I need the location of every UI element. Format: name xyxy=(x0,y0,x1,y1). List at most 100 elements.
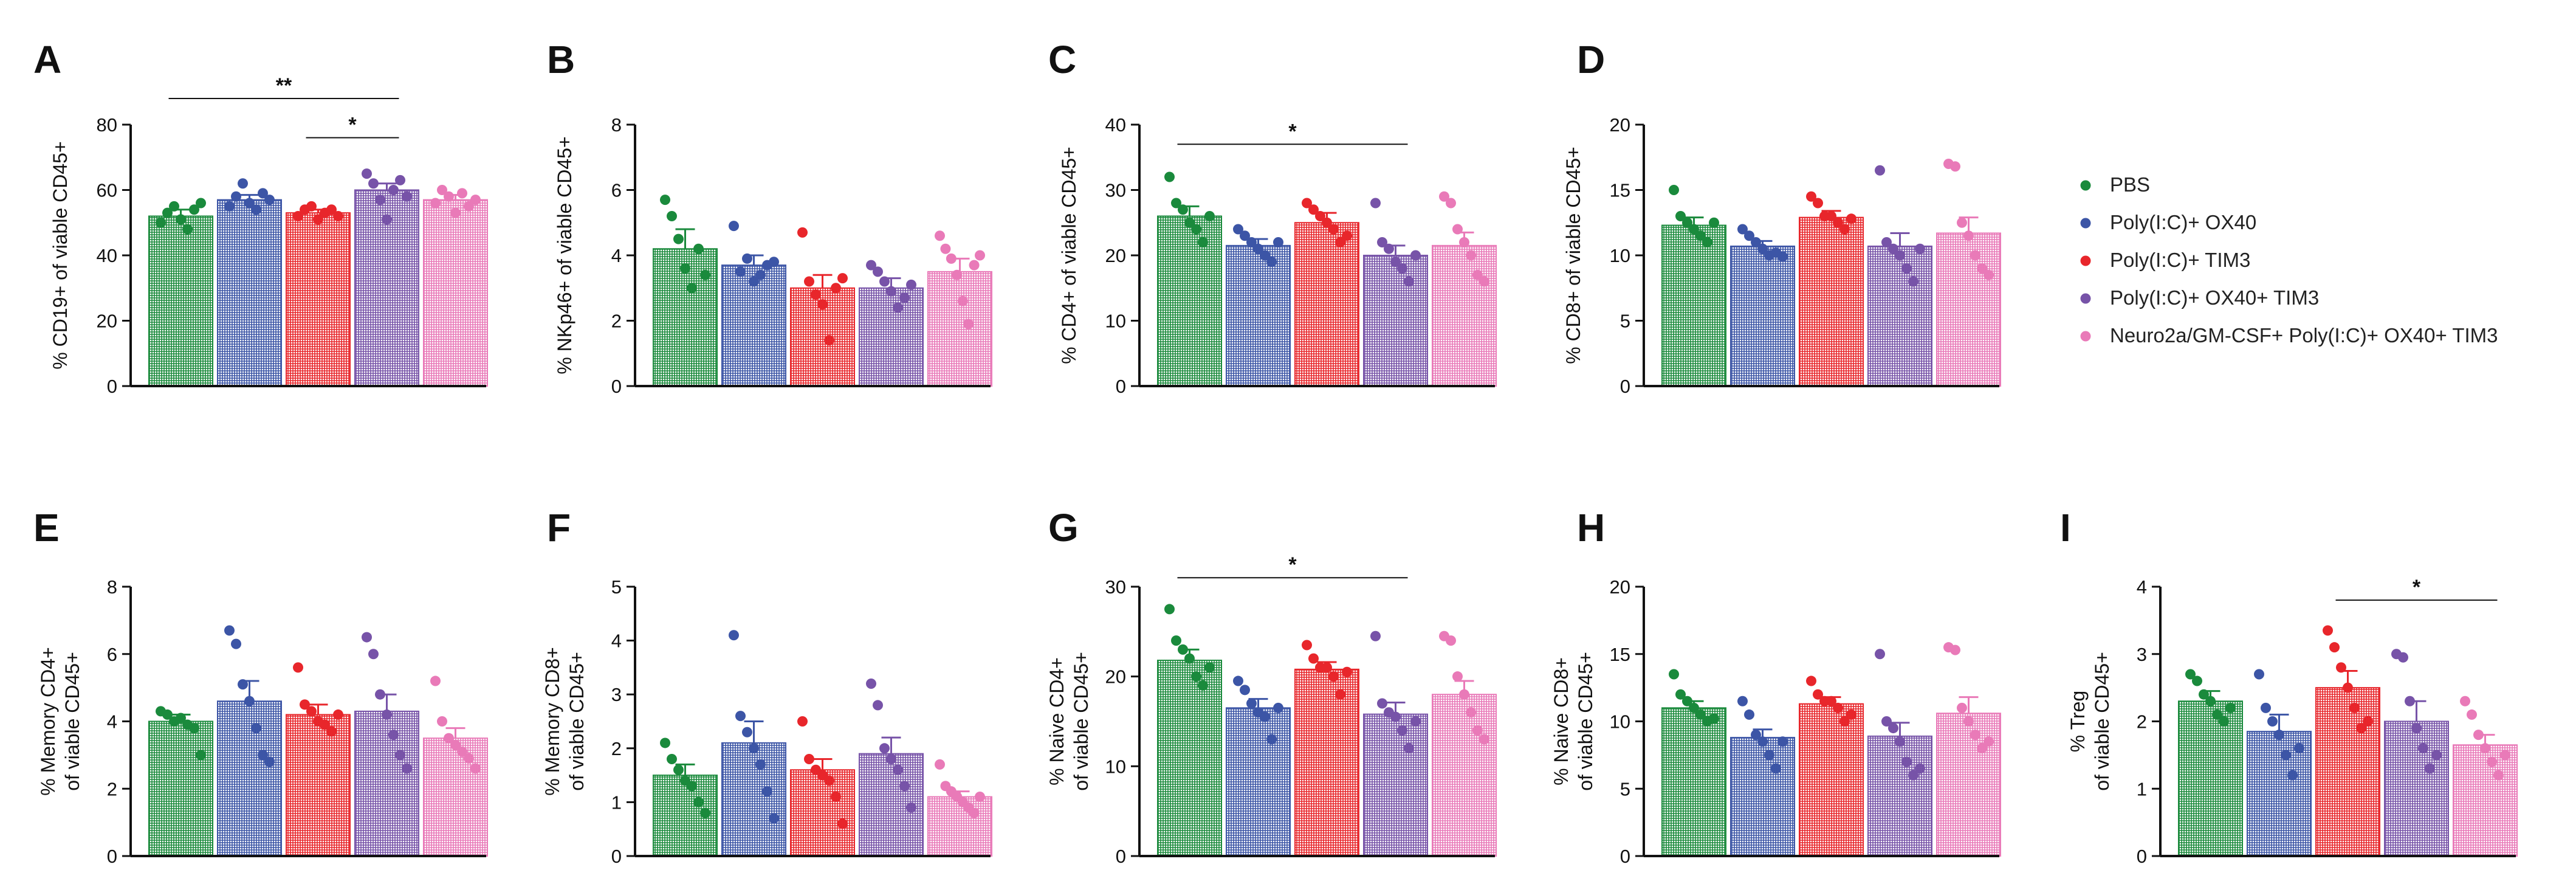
data-point xyxy=(1266,257,1277,268)
data-point xyxy=(2281,750,2291,761)
data-point xyxy=(2219,716,2229,727)
data-point xyxy=(673,764,684,775)
bar xyxy=(1661,707,1726,857)
data-point xyxy=(2287,770,2298,781)
data-point xyxy=(1198,237,1208,247)
y-tick-label: 2 xyxy=(611,738,622,759)
bar xyxy=(286,714,351,857)
bar xyxy=(354,710,419,857)
panel-I: I % Treg of viable CD45+ 0 1 2 3 4 * xyxy=(2060,506,2518,867)
data-point xyxy=(1328,224,1339,235)
panel-F: F % Memory CD8+ of viable CD45+ 0 1 2 3 4 5 xyxy=(541,506,992,867)
bar xyxy=(1294,668,1359,857)
data-point xyxy=(251,723,261,734)
data-point xyxy=(1669,669,1679,680)
data-point xyxy=(742,727,752,737)
data-point xyxy=(1771,763,1781,774)
data-point xyxy=(1888,723,1898,734)
data-point xyxy=(969,807,980,818)
data-point xyxy=(1833,702,1843,713)
y-tick-label: 0 xyxy=(2137,846,2147,867)
data-point xyxy=(293,211,303,221)
data-point xyxy=(1764,750,1774,761)
data-point xyxy=(1751,237,1761,247)
panel-letter: H xyxy=(1577,506,1605,550)
data-point xyxy=(893,764,903,775)
panel-B: B % NKp46+ of viable CD45+ 0 2 4 6 8 xyxy=(547,38,992,397)
legend-marker xyxy=(2080,180,2091,191)
data-point xyxy=(196,198,206,209)
data-point xyxy=(1171,198,1181,209)
data-point xyxy=(1895,250,1905,261)
y-tick-label: 0 xyxy=(1620,846,1630,867)
data-point xyxy=(2398,652,2408,663)
data-point xyxy=(430,198,441,209)
legend: PBS Poly(I:C)+ OX40 Poly(I:C)+ TIM3 Poly(I:… xyxy=(2080,173,2498,347)
panel-letter: A xyxy=(33,38,61,81)
data-point xyxy=(906,802,916,813)
y-tick-label: 20 xyxy=(1610,576,1630,598)
y-tick-label: 5 xyxy=(1620,311,1630,332)
data-point xyxy=(2363,716,2373,727)
data-point xyxy=(755,269,766,280)
data-point xyxy=(1875,165,1885,176)
legend-label: Poly(I:C)+ OX40 xyxy=(2110,211,2256,233)
data-point xyxy=(1806,191,1816,202)
data-point xyxy=(1833,217,1843,228)
legend-marker xyxy=(2080,218,2091,229)
panel-letter: D xyxy=(1577,38,1605,81)
data-point xyxy=(1466,250,1476,261)
y-axis-label: of viable CD45+ xyxy=(566,652,588,791)
data-point xyxy=(1335,689,1345,700)
data-point xyxy=(952,269,963,280)
data-point xyxy=(224,201,235,212)
data-point xyxy=(2323,625,2333,636)
data-point xyxy=(1957,702,1967,713)
y-tick-label: 4 xyxy=(611,630,622,652)
data-point xyxy=(189,204,199,215)
data-point xyxy=(375,195,385,205)
data-point xyxy=(1744,230,1754,241)
data-point xyxy=(1439,191,1449,202)
data-point xyxy=(430,675,441,686)
y-tick-label: 2 xyxy=(611,311,622,332)
data-point xyxy=(2294,743,2304,754)
data-point xyxy=(189,723,199,734)
data-point xyxy=(176,214,186,225)
data-point xyxy=(1370,198,1381,209)
data-point xyxy=(700,269,710,280)
data-point xyxy=(1977,263,1987,274)
data-point xyxy=(326,204,337,215)
data-point xyxy=(687,781,697,792)
data-point xyxy=(1737,696,1748,706)
data-point xyxy=(2425,763,2435,774)
data-point xyxy=(769,257,779,268)
data-point xyxy=(437,185,447,195)
bar xyxy=(2178,700,2243,857)
data-point xyxy=(1984,269,1994,280)
legend-label: Neuro2a/GM-CSF+ Poly(I:C)+ OX40+ TIM3 xyxy=(2110,324,2498,347)
data-point xyxy=(1397,263,1407,274)
bar xyxy=(1867,735,1932,857)
data-point xyxy=(333,211,343,221)
data-point xyxy=(1709,713,1719,724)
data-point xyxy=(258,188,268,199)
data-point xyxy=(382,709,392,720)
data-point xyxy=(162,207,173,218)
data-point xyxy=(258,750,268,761)
data-point xyxy=(749,743,759,754)
data-point xyxy=(1675,211,1686,221)
data-point xyxy=(395,174,405,185)
data-point xyxy=(866,260,876,271)
y-axis-label: % CD19+ of viable CD45+ xyxy=(49,141,71,369)
data-point xyxy=(831,792,841,803)
y-axis-label: % Memory CD4+ xyxy=(37,647,59,796)
y-axis-label: % Treg xyxy=(2067,691,2089,752)
data-point xyxy=(450,207,461,218)
y-tick-label: 6 xyxy=(611,180,622,201)
data-point xyxy=(1266,734,1277,745)
data-point xyxy=(231,638,241,649)
data-point xyxy=(2225,702,2236,713)
data-point xyxy=(1204,211,1215,221)
